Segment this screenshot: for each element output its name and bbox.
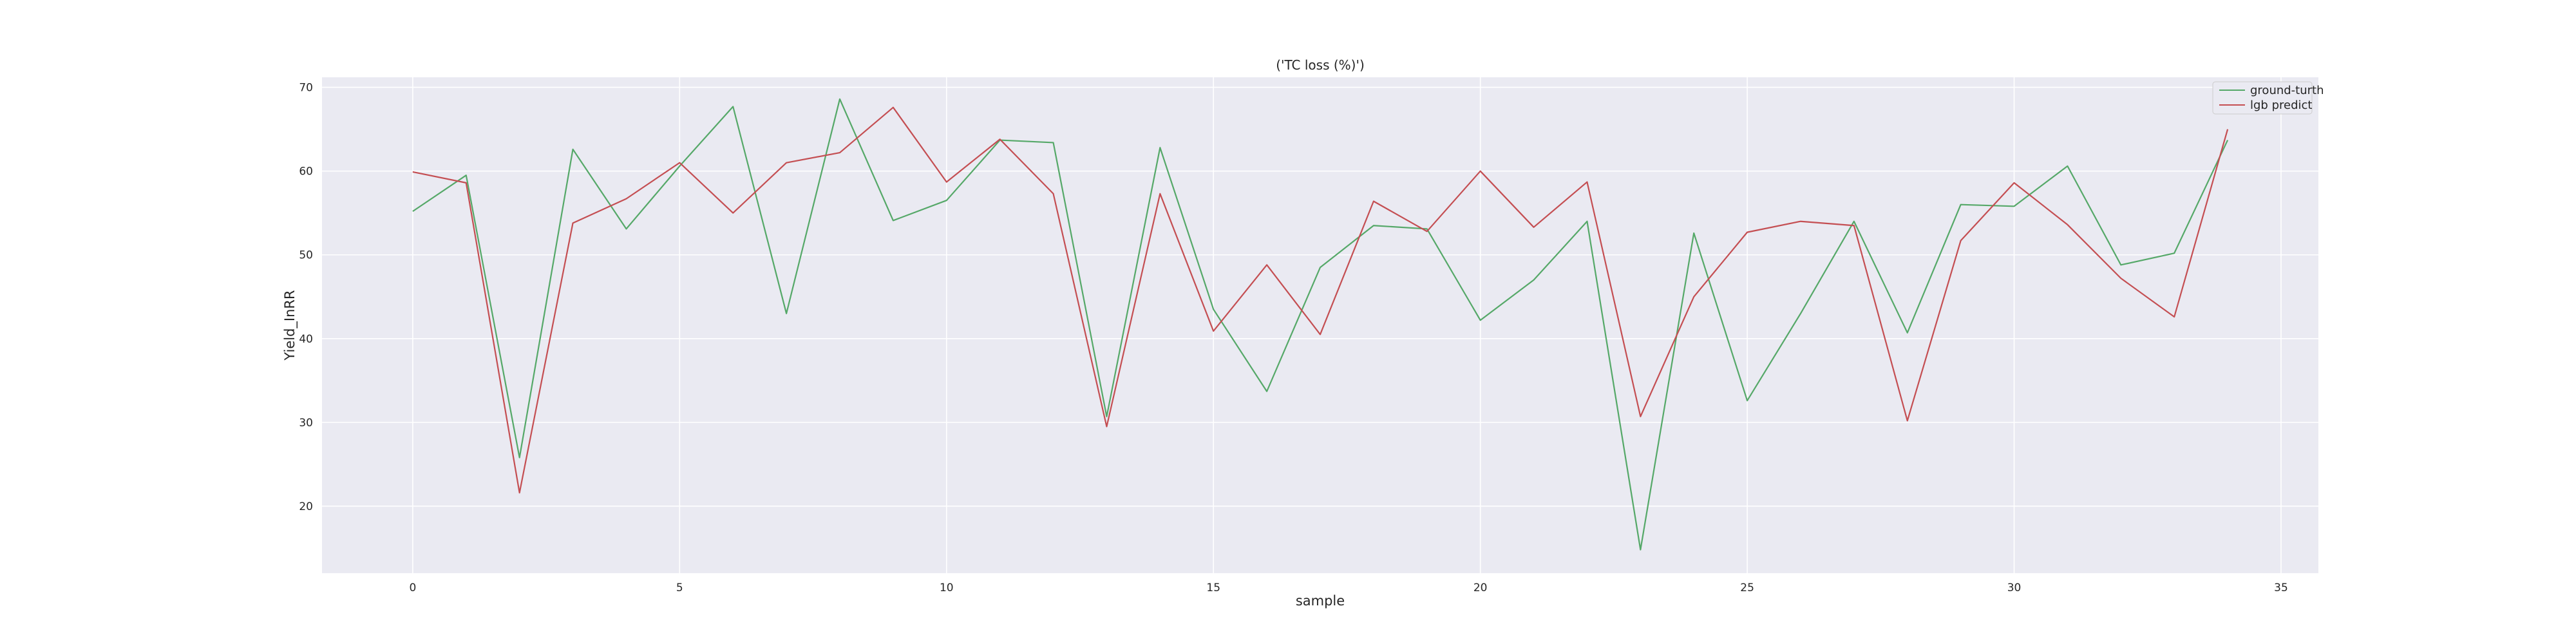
- y-tick-label: 30: [299, 417, 313, 430]
- legend-label-lgb-predict: lgb predict: [2250, 99, 2312, 112]
- x-tick-label: 0: [409, 582, 416, 594]
- plot-area: [322, 77, 2318, 573]
- x-tick-label: 20: [1473, 582, 1488, 594]
- series-line-ground-turth: [412, 98, 2229, 551]
- chart-title: ('TC loss (%)'): [1276, 57, 1365, 73]
- y-tick-label: 50: [299, 249, 313, 262]
- series-lines: [412, 98, 2229, 551]
- grid: [322, 77, 2318, 573]
- y-tick-label: 40: [299, 333, 313, 346]
- x-tick-label: 25: [1740, 582, 1754, 594]
- legend-label-ground-turth: ground-turth: [2250, 84, 2324, 97]
- x-tick-label: 30: [2007, 582, 2022, 594]
- legend: ground-turth lgb predict: [2212, 81, 2324, 115]
- x-tick-label: 35: [2274, 582, 2288, 594]
- y-tick-label: 20: [299, 500, 313, 513]
- y-tick-label: 60: [299, 166, 313, 178]
- x-tick-label: 15: [1206, 582, 1220, 594]
- tick-labels: 0 5 10 15 20 25 30 35 20 30 40 50 60 70: [299, 82, 2287, 594]
- x-tick-label: 5: [676, 582, 683, 594]
- series-line-lgb-predict: [412, 106, 2229, 494]
- x-axis-label: sample: [1296, 593, 1345, 609]
- y-axis-label: Yield_InRR: [282, 290, 298, 361]
- x-tick-label: 10: [940, 582, 954, 594]
- y-tick-label: 70: [299, 82, 313, 95]
